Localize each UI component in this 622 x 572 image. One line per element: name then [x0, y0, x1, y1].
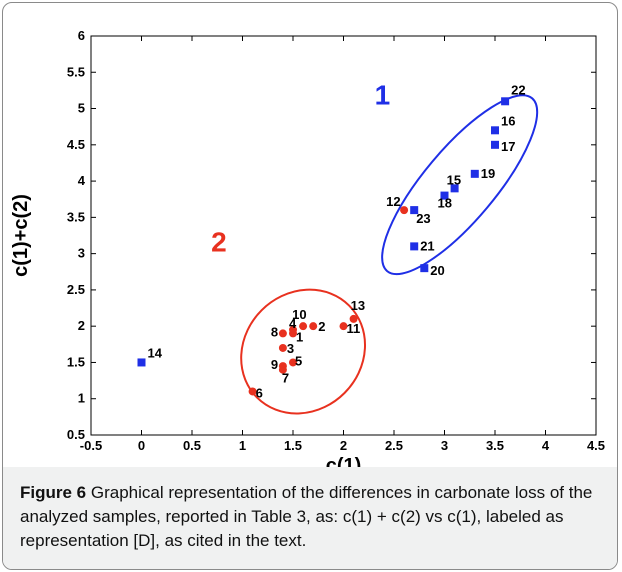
point-label: 16	[501, 113, 515, 128]
point-label: 18	[438, 196, 452, 211]
group-ellipse	[240, 288, 367, 415]
x-tick-label: 2	[340, 438, 347, 453]
square-point	[137, 358, 146, 367]
x-tick-label: 4	[542, 438, 550, 453]
y-axis-title: c(1)+c(2)	[10, 194, 32, 277]
y-tick-label: 3	[78, 246, 85, 261]
point-label: 9	[271, 357, 278, 372]
point-label: 1	[296, 329, 303, 344]
circle-point	[400, 206, 409, 215]
square-point	[491, 126, 499, 135]
circle-point	[278, 329, 287, 338]
y-tick-label: 5.5	[67, 64, 85, 79]
figure-caption: Figure 6 Graphical representation of the…	[20, 481, 605, 553]
point-label: 2	[318, 319, 325, 334]
point-label: 7	[282, 371, 289, 386]
point-label: 15	[447, 172, 461, 187]
point-label: 19	[481, 166, 495, 181]
y-tick-label: 3.5	[67, 209, 85, 224]
y-tick-label: 0.5	[67, 427, 85, 442]
circle-point	[289, 358, 297, 367]
y-tick-label: 4	[78, 173, 86, 188]
group-label: 2	[211, 227, 227, 258]
square-point	[501, 97, 510, 106]
point-label: 22	[511, 82, 525, 97]
x-tick-label: 0	[138, 438, 145, 453]
square-point	[491, 140, 499, 149]
circle-point	[278, 343, 287, 352]
circle-point	[299, 322, 308, 331]
circle-point	[339, 322, 348, 331]
group-label: 1	[375, 80, 391, 111]
point-label: 10	[292, 307, 306, 322]
y-tick-label: 2	[78, 318, 85, 333]
x-tick-label: 1.5	[284, 438, 302, 453]
point-label: 20	[430, 263, 444, 278]
x-tick-label: -0.5	[80, 438, 102, 453]
x-tick-label: 4.5	[587, 438, 605, 453]
point-label: 3	[287, 341, 294, 356]
caption-label: Figure 6	[20, 483, 87, 502]
x-tick-label: 0.5	[183, 438, 201, 453]
x-tick-label: 2.5	[385, 438, 403, 453]
square-point	[450, 184, 459, 193]
y-tick-label: 4.5	[67, 137, 85, 152]
point-label: 5	[295, 353, 302, 368]
data-points	[137, 97, 510, 396]
square-point	[440, 191, 449, 200]
group-ellipses: 12	[211, 80, 539, 415]
y-tick-label: 1	[78, 391, 85, 406]
point-label: 6	[256, 385, 263, 400]
circle-point	[248, 387, 257, 396]
y-tick-label: 1.5	[67, 354, 85, 369]
point-label: 12	[386, 194, 400, 209]
square-point	[410, 206, 419, 215]
point-label: 23	[416, 211, 430, 226]
square-point	[420, 264, 429, 273]
scatter-chart: -0.5 0 0.5 1 1.5 2 2.5 3 3.5 4 4.5 0.5 1 1.5 2 2.5 3 3.5 4…	[10, 28, 605, 467]
x-tick-label: 1	[239, 438, 246, 453]
point-label: 14	[148, 345, 163, 360]
caption-panel: Figure 6 Graphical representation of the…	[3, 467, 617, 569]
y-tick-label: 5	[78, 101, 85, 116]
point-label: 8	[271, 324, 278, 339]
square-point	[470, 169, 479, 178]
group-ellipse	[381, 94, 539, 276]
point-label: 11	[347, 321, 361, 336]
y-tick-label: 2.5	[67, 282, 85, 297]
point-label: 13	[351, 298, 365, 313]
circle-point	[309, 322, 318, 331]
caption-body: Graphical representation of the differen…	[20, 483, 593, 550]
point-label: 4	[289, 316, 297, 331]
x-tick-label: 3	[441, 438, 448, 453]
x-tick-label: 3.5	[486, 438, 504, 453]
square-point	[410, 242, 419, 251]
point-label: 21	[420, 238, 434, 253]
axes: -0.5 0 0.5 1 1.5 2 2.5 3 3.5 4 4.5 0.5 1 1.5 2 2.5 3 3.5 4…	[67, 28, 605, 453]
circle-point	[278, 365, 287, 374]
circle-point	[349, 314, 358, 323]
point-label: 17	[501, 139, 515, 154]
x-axis-title: c(1)	[326, 455, 362, 467]
circle-point	[289, 329, 297, 338]
y-tick-label: 6	[78, 28, 85, 43]
